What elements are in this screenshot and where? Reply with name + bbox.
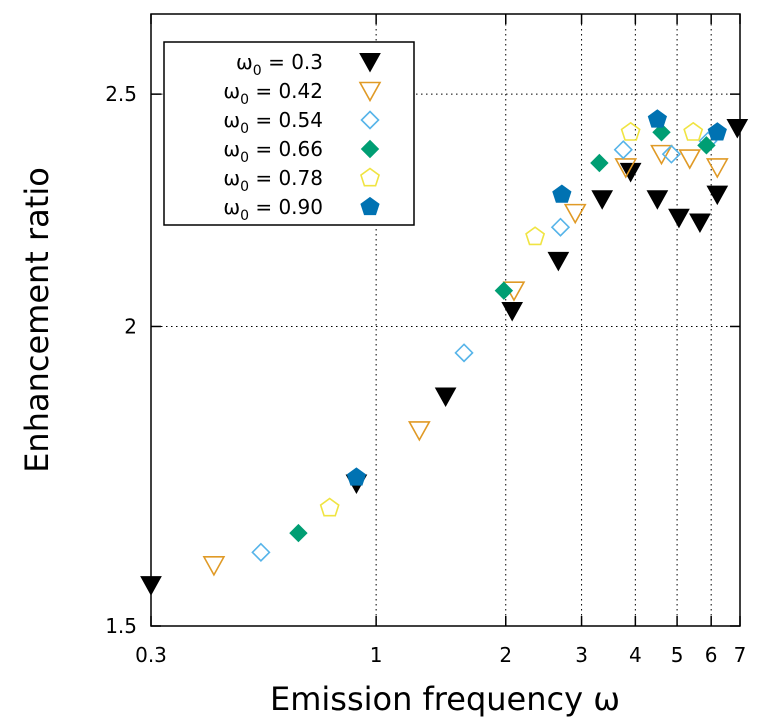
legend-marker: [359, 53, 381, 73]
x-tick-label: 1: [370, 643, 383, 667]
x-axis-label: Emission frequency ω: [270, 680, 620, 718]
y-tick-label: 2.5: [105, 82, 137, 106]
data-point: [661, 144, 682, 164]
data-point: [547, 251, 570, 272]
x-tick-label: 7: [734, 643, 747, 667]
legend-label: ω0 = 0.66: [223, 137, 323, 166]
data-point: [590, 153, 609, 173]
series-4: [289, 123, 716, 543]
legend-box: [163, 41, 415, 226]
legend-marker: [358, 81, 382, 103]
data-point: [668, 208, 690, 229]
data-point: [619, 162, 642, 183]
data-point: [647, 109, 668, 128]
data-point: [705, 158, 729, 179]
legend-marker: [360, 167, 380, 187]
y-tick-label: 1.5: [105, 614, 137, 638]
data-point: [407, 421, 431, 442]
data-point: [652, 123, 671, 142]
legend-label: ω0 = 0.54: [223, 108, 323, 137]
y-axis-label: Enhancement ratio: [18, 167, 56, 473]
data-point: [650, 144, 673, 166]
data-point: [683, 121, 704, 141]
legend-label: ω0 = 0.42: [223, 79, 323, 108]
data-point: [697, 136, 716, 155]
data-point: [501, 301, 524, 322]
data-point: [689, 213, 711, 234]
x-tick-label: 3: [575, 643, 588, 667]
plot-frame: [150, 13, 741, 627]
series-6: [346, 109, 727, 486]
data-point: [289, 523, 308, 543]
data-point: [706, 185, 729, 206]
legend-marker: [360, 139, 380, 159]
data-point: [454, 343, 474, 363]
series-5: [319, 121, 704, 517]
x-tick-label: 4: [629, 643, 642, 667]
data-point: [563, 203, 587, 225]
data-point: [251, 542, 271, 562]
data-point: [646, 190, 669, 210]
data-points: [140, 109, 749, 596]
legend-marker: [360, 110, 380, 130]
data-point: [591, 190, 614, 210]
data-point: [678, 149, 702, 170]
data-point: [494, 281, 514, 300]
x-tick-label: 0.3: [135, 643, 167, 667]
data-point: [319, 497, 340, 517]
x-tick-label: 6: [705, 643, 718, 667]
axis-ticks: 0.3 1 2 3 4 5 6 7 1.5 2 2.5: [105, 14, 746, 667]
data-point: [434, 387, 457, 407]
data-point: [726, 118, 749, 139]
legend-label: ω0 = 0.78: [223, 166, 323, 195]
data-point: [525, 226, 546, 246]
x-tick-label: 5: [671, 643, 684, 667]
data-point: [346, 467, 367, 486]
data-point: [707, 122, 727, 141]
data-point: [202, 556, 226, 577]
grid-lines: [151, 14, 740, 626]
data-point: [552, 184, 572, 203]
data-point: [620, 121, 641, 141]
data-point: [550, 217, 571, 237]
legend-label: ω0 = 0.90: [223, 195, 323, 224]
data-point: [613, 140, 633, 160]
x-tick-label: 2: [499, 643, 512, 667]
legend-marker: [360, 196, 380, 216]
series-1: [140, 118, 749, 596]
legend-label: ω0 = 0.3: [236, 50, 323, 79]
data-point: [614, 158, 638, 179]
y-tick-label: 2: [124, 314, 137, 338]
data-point: [140, 576, 162, 596]
